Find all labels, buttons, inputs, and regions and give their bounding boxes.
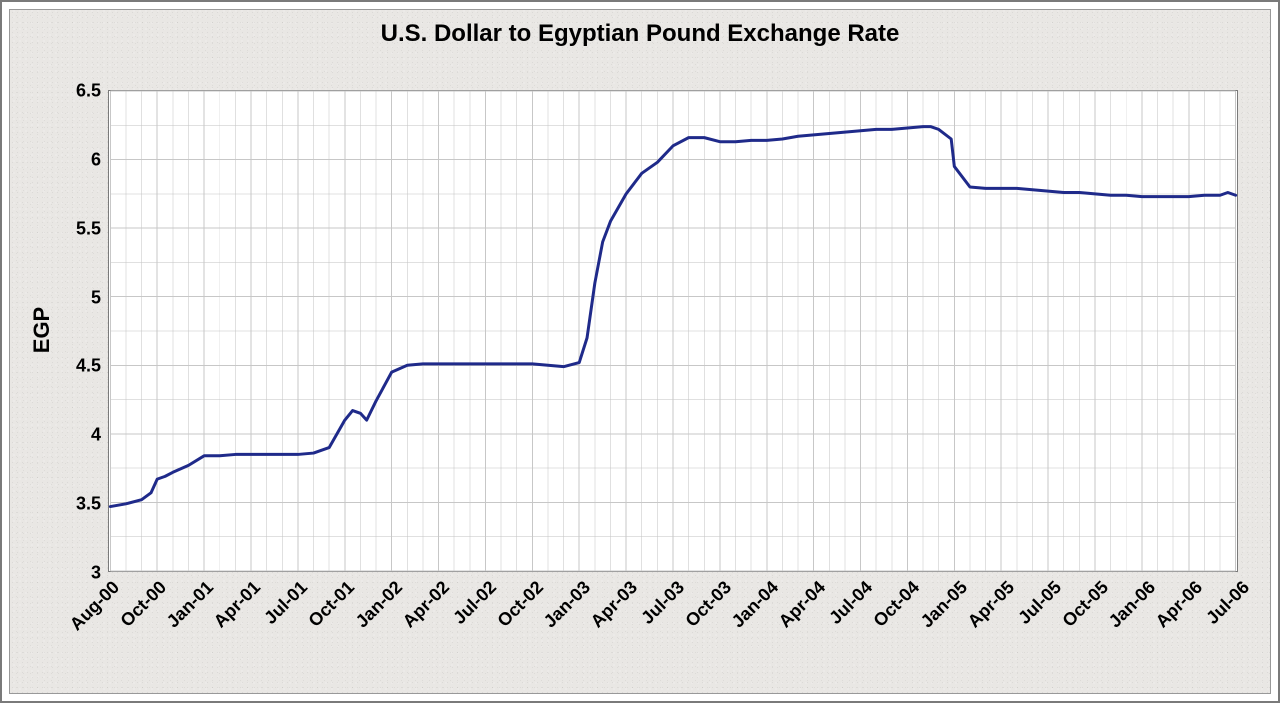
y-tick-label: 5.5	[76, 218, 101, 239]
gridlines	[110, 91, 1235, 571]
y-tick-label: 6	[91, 149, 101, 170]
y-axis-label: EGP	[29, 270, 55, 390]
plot-area: 33.544.555.566.5Aug-00Oct-00Jan-01Apr-01…	[108, 90, 1238, 572]
chart-outer-frame: U.S. Dollar to Egyptian Pound Exchange R…	[0, 0, 1280, 703]
y-tick-label: 3	[91, 563, 101, 584]
y-tick-label: 6.5	[76, 81, 101, 102]
y-tick-label: 4.5	[76, 356, 101, 377]
y-tick-label: 3.5	[76, 494, 101, 515]
chart-title: U.S. Dollar to Egyptian Pound Exchange R…	[2, 20, 1278, 48]
y-tick-label: 5	[91, 287, 101, 308]
y-tick-label: 4	[91, 425, 101, 446]
chart-svg	[109, 91, 1237, 571]
